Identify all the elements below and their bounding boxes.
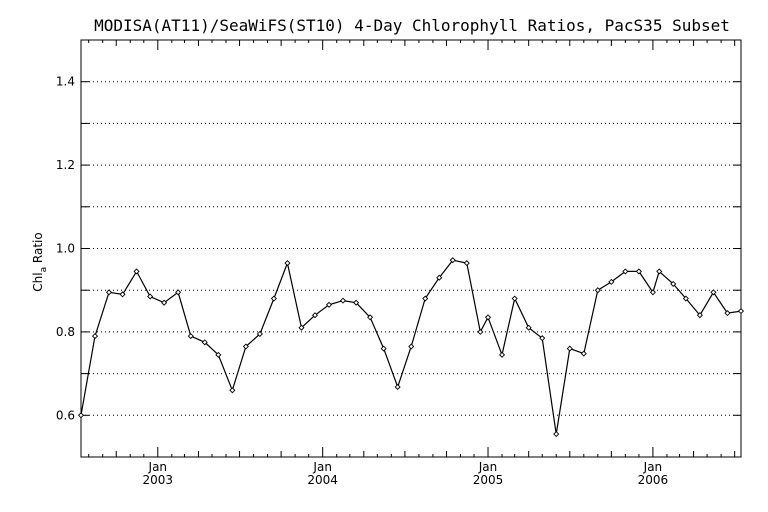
chart-title: MODISA(AT11)/SeaWiFS(ST10) 4-Day Chlorop… — [94, 16, 730, 35]
data-point — [525, 324, 532, 331]
data-point — [270, 295, 277, 302]
data-point — [311, 312, 319, 319]
y-tick-label: 0.6 — [56, 408, 75, 422]
data-point — [77, 412, 85, 419]
data-point — [339, 297, 347, 304]
data-point — [436, 274, 443, 281]
data-point — [484, 314, 492, 321]
data-point — [147, 293, 154, 300]
data-point — [539, 335, 546, 342]
y-tick-label: 0.8 — [56, 325, 75, 339]
y-tick-label: 1.2 — [56, 158, 75, 172]
data-point — [724, 310, 731, 317]
x-tick-label-year: 2006 — [638, 473, 669, 487]
data-point — [325, 301, 333, 308]
data-point — [682, 295, 689, 302]
tick-labels: 0.60.81.01.21.4Jan2003Jan2004Jan2005Jan2… — [56, 75, 668, 487]
y-tick-label: 1.0 — [56, 242, 75, 256]
data-point — [256, 330, 263, 338]
data-point — [298, 324, 305, 331]
data-point — [105, 289, 113, 296]
data-point — [635, 268, 642, 275]
data-point — [229, 387, 236, 394]
x-tick-label-year: 2004 — [307, 473, 338, 487]
data-point — [161, 299, 168, 306]
data-point — [737, 308, 745, 315]
y-axis-label-main: Chl — [31, 272, 45, 291]
data-point — [215, 351, 222, 358]
y-axis-label: Chla Ratio — [31, 232, 49, 291]
data-point — [119, 291, 126, 298]
data-point — [622, 268, 629, 275]
data-point — [594, 287, 601, 294]
data-point — [91, 333, 99, 340]
x-tick-label-year: 2005 — [473, 473, 504, 487]
data-point — [566, 345, 573, 352]
data-point — [553, 431, 560, 438]
data-point — [353, 299, 360, 306]
x-tick-label-month: Jan — [148, 460, 168, 474]
plot-frame — [80, 39, 742, 458]
data-point — [422, 295, 429, 302]
data-point — [580, 350, 587, 357]
data-point — [511, 295, 518, 302]
data-point — [187, 333, 194, 340]
y-axis-label-sub: a — [39, 267, 49, 273]
data-point — [380, 345, 387, 352]
data-point — [449, 257, 456, 264]
data-point — [710, 289, 717, 296]
data-point — [696, 312, 703, 319]
data-point — [367, 314, 374, 321]
y-tick-label: 1.4 — [56, 75, 75, 89]
data-point — [284, 260, 291, 267]
axis-ticks — [81, 40, 741, 457]
y-axis-label-rest: Ratio — [31, 232, 45, 267]
data-point — [649, 289, 656, 296]
data-point — [394, 383, 401, 390]
data-point — [608, 278, 615, 285]
data-point — [201, 339, 208, 346]
x-tick-label-month: Jan — [312, 460, 332, 474]
data-point — [242, 343, 249, 350]
x-tick-label-month: Jan — [478, 460, 498, 474]
data-point — [498, 351, 506, 358]
x-tick-label-month: Jan — [643, 460, 663, 474]
data-point — [408, 343, 415, 350]
data-point — [463, 260, 470, 267]
data-point — [175, 289, 182, 296]
x-tick-label-year: 2003 — [143, 473, 174, 487]
data-point — [670, 280, 677, 287]
series — [77, 257, 745, 438]
grid-lines — [81, 81, 741, 416]
data-point — [656, 268, 663, 275]
data-point — [477, 328, 484, 335]
data-point — [133, 268, 140, 275]
